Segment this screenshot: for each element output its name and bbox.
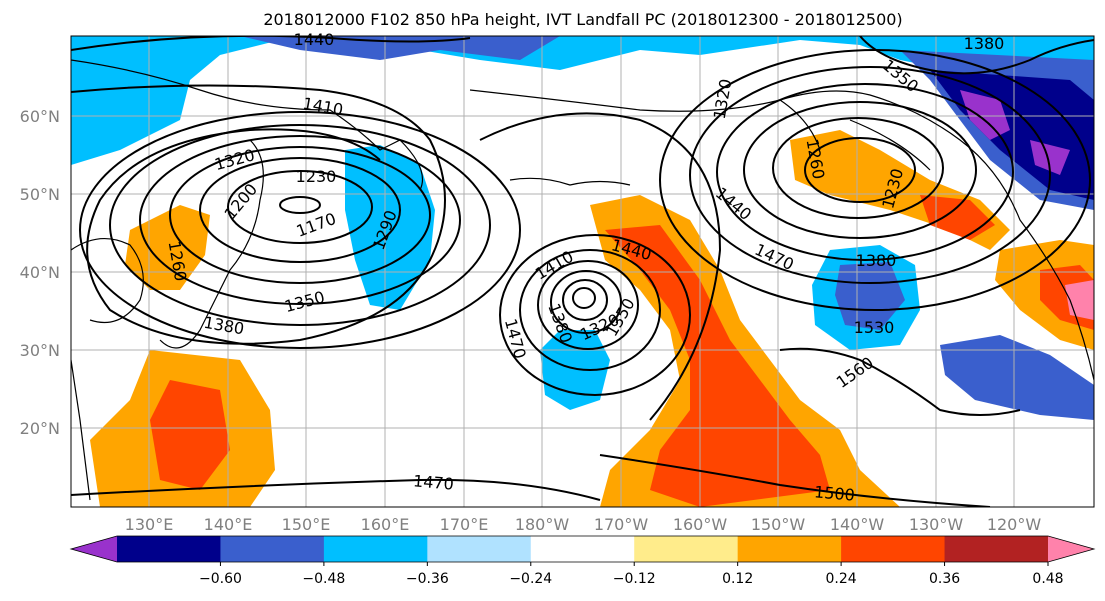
lon-label: 150°E (282, 515, 331, 534)
positive-core-central (605, 225, 830, 507)
gridlines (71, 36, 1094, 507)
colorbar-extend-high (1048, 536, 1094, 562)
lon-label: 150°W (751, 515, 806, 534)
lon-label: 140°E (204, 515, 253, 534)
colorbar-segment (117, 536, 221, 562)
lon-label: 170°W (594, 515, 649, 534)
lat-label: 60°N (20, 107, 60, 126)
positive-pink-coast (1065, 280, 1094, 320)
negative-purple-ne (960, 90, 1070, 175)
lon-label: 120°W (987, 515, 1042, 534)
colorbar-extend-low (71, 536, 117, 562)
negative-region-top (71, 36, 1094, 165)
positive-core-sw (150, 380, 230, 490)
contour-label: 1230 (296, 167, 337, 186)
colorbar-segment (220, 536, 325, 562)
contour-label: 1440 (294, 30, 335, 49)
colorbar-tick-label: −0.12 (613, 571, 656, 587)
lon-label: 160°E (361, 515, 410, 534)
lon-label: 130°W (909, 515, 964, 534)
negative-core-top (240, 36, 560, 60)
colorbar-segment (323, 536, 428, 562)
colorbar-tick-label: 0.36 (929, 571, 960, 587)
positive-core-alaska (920, 195, 995, 240)
lon-label: 140°W (830, 515, 885, 534)
height-contours (71, 36, 1094, 507)
contour-label: 1380 (964, 34, 1005, 53)
negative-region-kamchatka (345, 145, 435, 310)
lat-label: 40°N (20, 263, 60, 282)
colorbar: −0.60 −0.48 −0.36 −0.24 −0.12 0.12 0.24 0.36 0.4… (69, 535, 1096, 587)
lon-label: 180°W (515, 515, 570, 534)
negative-core-east (835, 262, 905, 330)
colorbar-tick-label: −0.36 (406, 571, 449, 587)
negative-region-se (940, 335, 1094, 420)
colorbar-segment (944, 536, 1049, 562)
latitude-labels: 60°N 50°N 40°N 30°N 20°N (20, 107, 60, 438)
colorbar-segment (530, 536, 635, 562)
contour-label: 1530 (854, 318, 895, 337)
colorbar-segment (634, 536, 739, 562)
colorbar-tick-label: −0.60 (199, 571, 242, 587)
positive-region-west (125, 205, 210, 290)
colorbar-segment (427, 536, 532, 562)
colorbar-tick-label: −0.48 (302, 571, 345, 587)
contour-label: 1470 (412, 471, 454, 493)
colorbar-tick-label: −0.24 (509, 571, 552, 587)
colorbar-outline (69, 535, 1096, 563)
map-area: 1440 1380 1350 1320 1410 1320 1230 1290 … (70, 30, 1095, 508)
lon-label: 170°E (440, 515, 489, 534)
colorbar-tick-label: 0.12 (722, 571, 753, 587)
lon-label: 130°E (125, 515, 174, 534)
colorbar-tick-label: 0.48 (1032, 571, 1063, 587)
lat-label: 20°N (20, 419, 60, 438)
colorbar-segment (737, 536, 842, 562)
colorbar-segment (841, 536, 946, 562)
colorbar-tick-label: 0.24 (826, 571, 857, 587)
contour-label: 1500 (813, 482, 855, 504)
figure-title: 2018012000 F102 850 hPa height, IVT Land… (263, 10, 902, 29)
lat-label: 30°N (20, 341, 60, 360)
contour-label: 1380 (856, 251, 897, 270)
longitude-labels: 130°E 140°E 150°E 160°E 170°E 180°W 170°… (125, 515, 1042, 534)
lat-label: 50°N (20, 185, 60, 204)
lon-label: 160°W (673, 515, 728, 534)
